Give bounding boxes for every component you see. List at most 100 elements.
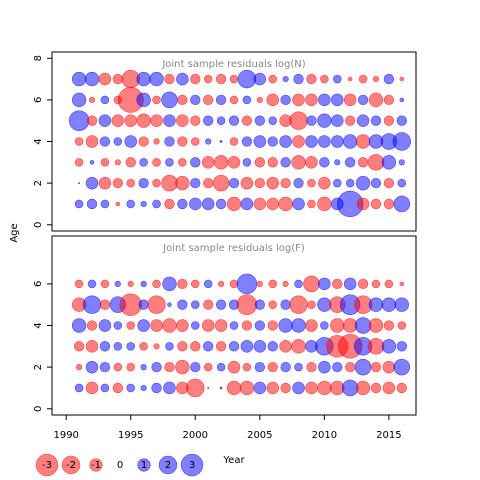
bubble bbox=[111, 114, 125, 127]
bubble bbox=[280, 157, 291, 168]
bubble bbox=[292, 197, 305, 211]
bubble bbox=[201, 197, 215, 211]
legend-bubble bbox=[158, 455, 178, 475]
bubble bbox=[266, 381, 280, 395]
bubble bbox=[367, 338, 385, 355]
bubble bbox=[86, 198, 98, 210]
legend-bubble bbox=[89, 458, 103, 472]
bubble bbox=[341, 379, 359, 397]
bubble bbox=[382, 381, 396, 395]
bubble bbox=[203, 279, 213, 289]
bubble bbox=[370, 361, 382, 373]
bubble bbox=[150, 114, 163, 127]
x-tick-label: 2010 bbox=[312, 430, 337, 441]
bubble bbox=[203, 299, 214, 310]
bubble bbox=[372, 75, 380, 83]
bubble bbox=[201, 319, 215, 332]
x-tick-label: 2015 bbox=[376, 430, 401, 441]
legend-label: 2 bbox=[165, 460, 171, 471]
bubble bbox=[75, 364, 83, 371]
bubble bbox=[306, 73, 317, 85]
bubble bbox=[162, 318, 177, 333]
bubble bbox=[342, 134, 358, 149]
bubble bbox=[227, 360, 241, 374]
bubble bbox=[74, 383, 84, 393]
bubble bbox=[217, 280, 225, 287]
bubble bbox=[176, 114, 189, 127]
bubble bbox=[383, 94, 395, 106]
bubble bbox=[216, 116, 226, 125]
bubble bbox=[212, 174, 230, 192]
bubble bbox=[332, 361, 343, 373]
bubble bbox=[307, 199, 316, 209]
bubble bbox=[305, 156, 318, 169]
bubble bbox=[399, 281, 405, 287]
bubble bbox=[254, 320, 265, 331]
bubble bbox=[278, 318, 293, 333]
bubble bbox=[115, 201, 121, 207]
bubble bbox=[213, 155, 229, 170]
legend-bubble bbox=[61, 455, 81, 475]
bubble bbox=[397, 321, 407, 330]
bubble bbox=[228, 177, 240, 189]
bubble bbox=[317, 196, 332, 212]
bubble bbox=[100, 199, 110, 209]
bubble bbox=[215, 198, 227, 210]
bubble bbox=[393, 358, 411, 376]
x-tick-label: 1995 bbox=[118, 430, 143, 441]
bubble bbox=[358, 74, 368, 84]
bubble bbox=[344, 115, 356, 126]
bubble bbox=[136, 71, 151, 87]
bubble bbox=[74, 137, 84, 146]
y-tick-label: 6 bbox=[33, 281, 44, 287]
bubble bbox=[330, 135, 344, 148]
bubble bbox=[163, 114, 176, 127]
bubble bbox=[254, 361, 265, 373]
bubble bbox=[112, 73, 124, 85]
bubble bbox=[344, 157, 356, 168]
bubble bbox=[226, 380, 242, 396]
bubble bbox=[399, 97, 405, 103]
bubble bbox=[177, 278, 188, 290]
bubble bbox=[177, 341, 188, 352]
bubble bbox=[112, 382, 124, 394]
legend-label: 3 bbox=[189, 460, 195, 471]
bubble bbox=[98, 176, 112, 190]
bubble bbox=[89, 160, 95, 165]
bubble bbox=[355, 175, 371, 191]
bubble bbox=[240, 197, 254, 211]
bubble bbox=[279, 340, 292, 353]
bubble bbox=[150, 319, 163, 332]
bubble bbox=[241, 320, 253, 331]
bubble bbox=[186, 378, 205, 398]
bubble bbox=[176, 319, 189, 332]
x-tick-label: 2000 bbox=[183, 430, 208, 441]
bubble bbox=[368, 318, 384, 333]
bubble bbox=[152, 158, 161, 167]
bubble bbox=[381, 339, 397, 354]
bubble bbox=[396, 382, 407, 394]
bubble bbox=[190, 321, 200, 330]
bubble bbox=[162, 276, 177, 292]
bubble bbox=[99, 341, 111, 352]
bubble bbox=[84, 71, 100, 87]
bubble bbox=[71, 92, 87, 108]
bubble bbox=[153, 343, 160, 350]
bubble bbox=[393, 195, 411, 213]
bubble bbox=[253, 135, 267, 148]
bubble bbox=[215, 299, 227, 310]
bubble bbox=[345, 178, 355, 188]
panel-title: Joint sample residuals log(F) bbox=[162, 243, 305, 254]
bubble bbox=[306, 361, 317, 373]
bubble bbox=[126, 321, 136, 330]
bubble bbox=[392, 132, 412, 151]
bubble bbox=[254, 177, 265, 189]
y-tick-label: 4 bbox=[33, 322, 44, 328]
bubble bbox=[140, 200, 147, 208]
bubble bbox=[163, 381, 176, 395]
bubble bbox=[268, 74, 278, 84]
bubble bbox=[126, 199, 136, 209]
bubble bbox=[190, 341, 201, 352]
bubble bbox=[266, 93, 280, 107]
